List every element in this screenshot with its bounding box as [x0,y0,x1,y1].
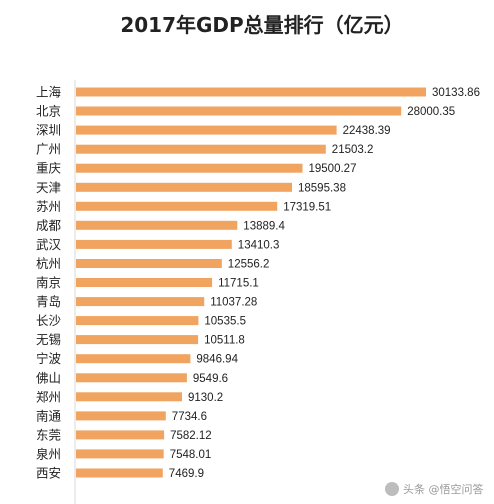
bar-9 [76,259,222,268]
bar-1 [76,106,402,116]
bar-16 [76,392,182,402]
watermark: 头条 @悟空问答 [385,482,484,496]
bar-11 [76,297,205,307]
bar-2 [76,125,337,135]
category-label-6: 苏州 [36,199,61,214]
category-label-9: 杭州 [36,256,61,271]
category-label-0: 上海 [36,85,62,100]
category-label-17: 南通 [36,408,62,423]
value-label-19: 7548.01 [170,449,212,461]
value-label-15: 9549.6 [193,373,228,385]
bar-15 [76,373,187,383]
category-label-11: 青岛 [36,294,61,309]
bar-4 [76,163,303,173]
value-label-20: 7469.9 [169,468,204,480]
category-label-3: 广州 [36,142,61,157]
bar-6 [76,201,278,211]
bar-13 [76,335,199,345]
value-label-16: 9130.2 [188,392,223,404]
bar-18 [76,430,165,440]
bar-17 [76,411,166,421]
bar-20 [76,468,163,478]
watermark-text: 头条 @悟空问答 [403,482,484,496]
bar-19 [76,449,164,459]
category-label-5: 天津 [36,180,61,195]
chart-title: 2017年GDP总量排行（亿元） [120,13,403,37]
category-label-19: 泉州 [36,446,61,461]
value-label-9: 12556.2 [228,259,270,271]
value-label-6: 17319.51 [283,201,331,213]
category-label-8: 武汉 [36,237,62,252]
category-label-14: 宁波 [36,351,62,366]
bar-14 [76,354,191,364]
bar-0 [76,87,426,97]
category-label-2: 深圳 [36,123,61,138]
value-label-1: 28000.35 [407,106,455,118]
bar-5 [76,182,292,192]
category-label-16: 郑州 [36,389,61,404]
category-label-15: 佛山 [36,370,61,385]
category-label-4: 重庆 [36,161,62,176]
value-label-4: 19500.27 [309,163,357,175]
value-label-13: 10511.8 [204,335,245,347]
value-label-11: 11037.28 [210,297,257,309]
category-label-12: 长沙 [36,313,62,328]
bar-7 [76,220,238,230]
value-label-0: 30133.86 [432,87,480,99]
category-label-10: 南京 [36,275,61,290]
category-label-18: 东莞 [36,427,61,442]
category-label-13: 无锡 [36,332,61,347]
category-label-20: 西安 [36,466,61,481]
value-label-3: 21503.2 [332,144,374,156]
bars-group [76,87,426,478]
value-label-17: 7734.6 [172,411,207,423]
category-label-7: 成都 [36,218,62,233]
value-label-18: 7582.12 [170,430,212,442]
bar-8 [76,239,232,249]
value-label-12: 10535.5 [204,316,246,328]
value-label-14: 9846.94 [196,354,238,366]
value-label-8: 13410.3 [238,239,280,251]
value-label-2: 22438.39 [343,125,391,137]
bar-12 [76,316,199,326]
value-label-5: 18595.38 [298,182,346,194]
value-label-10: 11715.1 [218,278,259,290]
wukong-logo-icon [385,482,399,496]
bar-3 [76,144,326,154]
value-labels-group: 30133.86 28000.35 22438.39 21503.2 19500.27 1… [169,87,480,480]
category-labels-group: 上海北京深圳广州重庆天津苏州成都武汉杭州南京青岛长沙无锡宁波佛山郑州南通东莞泉州… [36,85,62,481]
bar-10 [76,278,213,287]
value-label-7: 13889.4 [243,220,285,232]
category-label-1: 北京 [36,104,61,119]
